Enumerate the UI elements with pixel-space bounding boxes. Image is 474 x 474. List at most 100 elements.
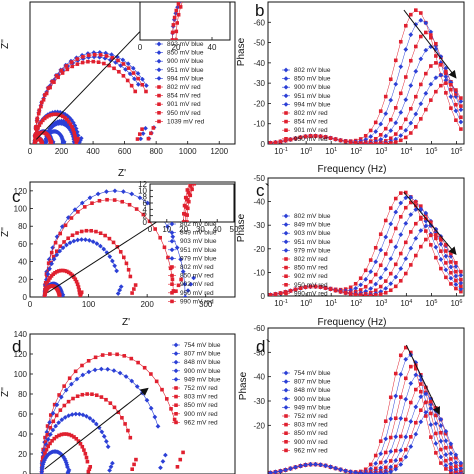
data-point-red [328,136,333,140]
y-tick-label: -30 [253,221,265,230]
data-point-red [149,131,153,136]
data-point-red [63,268,67,273]
data-point-red [62,403,67,408]
data-point-red [116,410,121,415]
data-point-red [58,408,63,412]
data-point-red [99,395,104,399]
data-point-red [408,230,413,234]
data-point-blue [130,65,136,71]
data-point-red [393,196,398,201]
data-point-blue [403,256,409,262]
data-point-red [86,59,90,64]
legend-entry: 802 mV blue [294,213,331,220]
data-point-red [403,417,408,422]
data-point-red [439,249,443,253]
data-point-red [84,455,89,460]
data-point-blue [235,0,239,4]
data-point-red [414,44,418,49]
data-point-blue [47,432,53,437]
data-point-red [444,261,448,265]
legend-entry: 949 mV blue [184,376,221,383]
y-tick-label: 80 [18,390,27,399]
legend-entry: 752 mV red [184,385,218,392]
data-point-blue [408,83,414,88]
data-point-blue [129,378,135,384]
data-point-red [58,244,63,249]
data-point-blue [45,436,51,442]
data-point-blue [458,107,464,113]
data-point-red [434,431,438,436]
data-point-red [56,75,60,80]
data-point-blue [105,444,111,450]
data-point-blue [408,212,414,218]
data-point-blue [378,121,384,127]
data-point-blue [423,223,429,229]
data-point-red [363,141,368,144]
data-point-red [40,141,45,144]
data-point-blue [438,416,444,422]
data-point-red [126,66,131,70]
data-point-blue [418,206,424,212]
data-point-blue [54,252,60,258]
data-point-red [383,141,388,144]
data-point-red [51,419,56,424]
data-point-red [126,428,130,433]
data-point-red [39,100,44,105]
legend-entry: 752 mV red [294,413,328,420]
data-point-blue [67,240,73,246]
legend-entry: 850 mV red [294,430,328,437]
data-point-red [117,69,121,74]
data-point-red [393,464,398,469]
y-tick-label: 40 [18,258,27,267]
data-point-red [229,145,233,149]
data-point-red [200,157,204,161]
data-point-red [185,213,189,217]
data-point-red [393,416,398,421]
data-point-red [262,216,266,220]
data-point-red [64,432,69,436]
data-point-blue [458,98,464,104]
data-point-red [170,277,175,282]
data-point-red [449,282,453,286]
data-point-blue [403,356,409,362]
data-point-red [251,5,255,9]
data-point-red [132,287,136,291]
data-point-blue [393,274,399,280]
trend-arrow [47,211,173,293]
data-point-red [102,61,106,66]
data-point-red [419,117,423,121]
data-point-blue [240,18,244,22]
data-point-red [424,237,428,242]
data-point-red [273,292,278,296]
data-point-red [44,283,49,288]
data-point-blue [71,238,77,244]
data-point-blue [111,368,117,374]
data-point-red [54,434,59,439]
data-point-red [318,134,323,139]
data-point-blue [418,394,424,400]
data-point-blue [438,438,444,444]
data-point-red [76,210,80,214]
x-tick-label: 106 [450,299,462,308]
data-point-red [67,119,71,124]
y-tick-label: 80 [18,222,27,231]
data-point-red [449,457,453,461]
data-point-red [47,113,51,118]
data-point-red [115,245,120,249]
data-point-blue [50,427,56,433]
data-point-red [61,268,65,273]
data-point-red [429,64,433,68]
data-point-blue [101,434,107,439]
data-point-blue [115,291,121,296]
y-tick-label: 12 [138,180,147,189]
data-point-red [107,236,112,241]
data-point-blue [453,282,459,287]
data-point-blue [182,294,188,297]
data-point-red [358,288,363,292]
data-point-red [176,2,181,6]
data-point-blue [383,111,389,117]
panel-letter: d [12,337,21,356]
y-tick-label: -20 [253,99,265,108]
data-point-blue [413,431,419,437]
legend-entry: 848 mV blue [294,387,331,394]
